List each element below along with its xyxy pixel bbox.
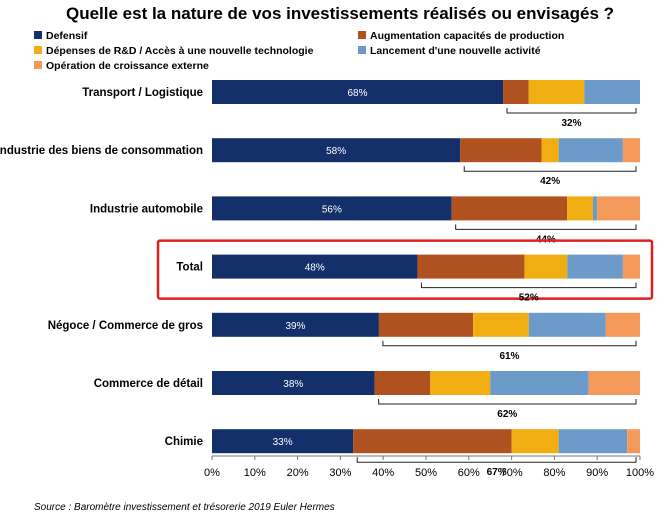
x-tick-label: 100% — [626, 467, 654, 479]
bracket — [463, 166, 637, 172]
category-label: Industrie des biens de consommation — [0, 145, 203, 157]
bar-segment — [212, 312, 379, 337]
legend-label: Opération de croissance externe — [46, 60, 209, 72]
bracket-label: 52% — [519, 293, 539, 304]
x-tick-label: 80% — [543, 467, 565, 479]
bar-segment — [212, 371, 375, 395]
legend-swatch — [34, 31, 42, 39]
bar-segment — [212, 138, 461, 163]
bar-segment — [503, 80, 529, 104]
x-tick-label: 50% — [415, 467, 437, 479]
x-tick-label: 20% — [287, 467, 309, 479]
data-label: 68% — [348, 88, 368, 99]
legend-swatch — [358, 46, 366, 54]
highlight-box — [156, 239, 654, 300]
bar-segment — [430, 371, 491, 395]
bar-segment — [622, 138, 640, 163]
bar-segment — [460, 138, 542, 163]
x-tick-label: 40% — [372, 467, 394, 479]
bar-segment — [212, 80, 504, 104]
bracket-label: 32% — [562, 118, 582, 129]
bar-segment — [558, 429, 628, 454]
x-tick-label: 60% — [458, 467, 480, 479]
bar-segment — [597, 196, 640, 221]
bar-segment — [490, 371, 589, 395]
bar-segment — [584, 80, 640, 104]
bar-segment — [528, 312, 606, 337]
bar-segment — [627, 429, 640, 454]
bar-segment — [212, 196, 452, 221]
data-label: 58% — [326, 146, 346, 157]
bar-segment — [588, 371, 640, 395]
category-label: Transport / Logistique — [82, 87, 203, 99]
bracket-label: 61% — [499, 351, 519, 362]
legend-swatch — [34, 61, 42, 69]
x-tick-label: 0% — [204, 467, 220, 479]
bar-segment — [378, 312, 474, 337]
legend: Defensif Augmentation capacités de produc… — [34, 30, 564, 72]
bracket-label: 42% — [540, 176, 560, 187]
bar-segment — [374, 371, 431, 395]
x-tick-label: 90% — [586, 467, 608, 479]
bar-segment — [592, 196, 598, 221]
category-label: Total — [176, 262, 203, 274]
bar-segment — [567, 254, 623, 279]
bar-segment — [622, 254, 640, 279]
source-note: Source : Baromètre investissement et tré… — [34, 502, 335, 513]
legend-label: Defensif — [46, 30, 88, 42]
bar-segment — [417, 254, 525, 279]
bracket — [382, 340, 637, 347]
data-label: 39% — [285, 321, 305, 332]
bar-segment — [212, 254, 418, 279]
x-axis: 0% 10% 20% 30% 40% 50% 60% 70% 80% 90% 100% — [204, 455, 654, 479]
legend-swatch — [358, 31, 366, 39]
data-label: 56% — [322, 204, 342, 215]
data-label: 48% — [305, 263, 325, 274]
data-label: 33% — [273, 437, 293, 448]
bracket — [378, 399, 637, 405]
bracket — [455, 224, 637, 230]
category-label: Négoce / Commerce de gros — [48, 320, 203, 332]
bar-segment — [524, 254, 568, 279]
x-tick-label: 10% — [244, 467, 266, 479]
bar-segment — [541, 138, 559, 163]
bracket-label: 67% — [487, 467, 507, 478]
bracket-label: 62% — [497, 409, 517, 420]
legend-label: Dépenses de R&D / Accès à une nouvelle t… — [46, 45, 314, 57]
bracket — [356, 457, 637, 463]
bar-segment — [558, 138, 623, 163]
bracket — [506, 108, 637, 114]
legend-label: Lancement d'une nouvelle activité — [370, 45, 541, 57]
x-tick-label: 30% — [329, 467, 351, 479]
bar-segment — [451, 196, 568, 221]
bar-segment — [473, 312, 529, 337]
bracket — [420, 282, 637, 289]
bar-segment — [353, 429, 512, 454]
legend-label: Augmentation capacités de production — [370, 30, 564, 42]
bar-segment — [605, 312, 640, 337]
category-label: Chimie — [165, 436, 203, 448]
bar-segment — [212, 429, 354, 454]
legend-swatch — [34, 46, 42, 54]
bar-segment — [511, 429, 559, 454]
plot-area: Transport / Logistique 68% 32% Industrie de… — [0, 80, 654, 478]
bar-segment — [567, 196, 593, 221]
bar-segment — [528, 80, 585, 104]
category-label: Industrie automobile — [90, 203, 203, 215]
data-label: 38% — [283, 379, 303, 390]
chart-title: Quelle est la nature de vos investisseme… — [66, 4, 614, 23]
category-label: Commerce de détail — [94, 378, 203, 390]
x-tick-label: 70% — [501, 467, 523, 479]
